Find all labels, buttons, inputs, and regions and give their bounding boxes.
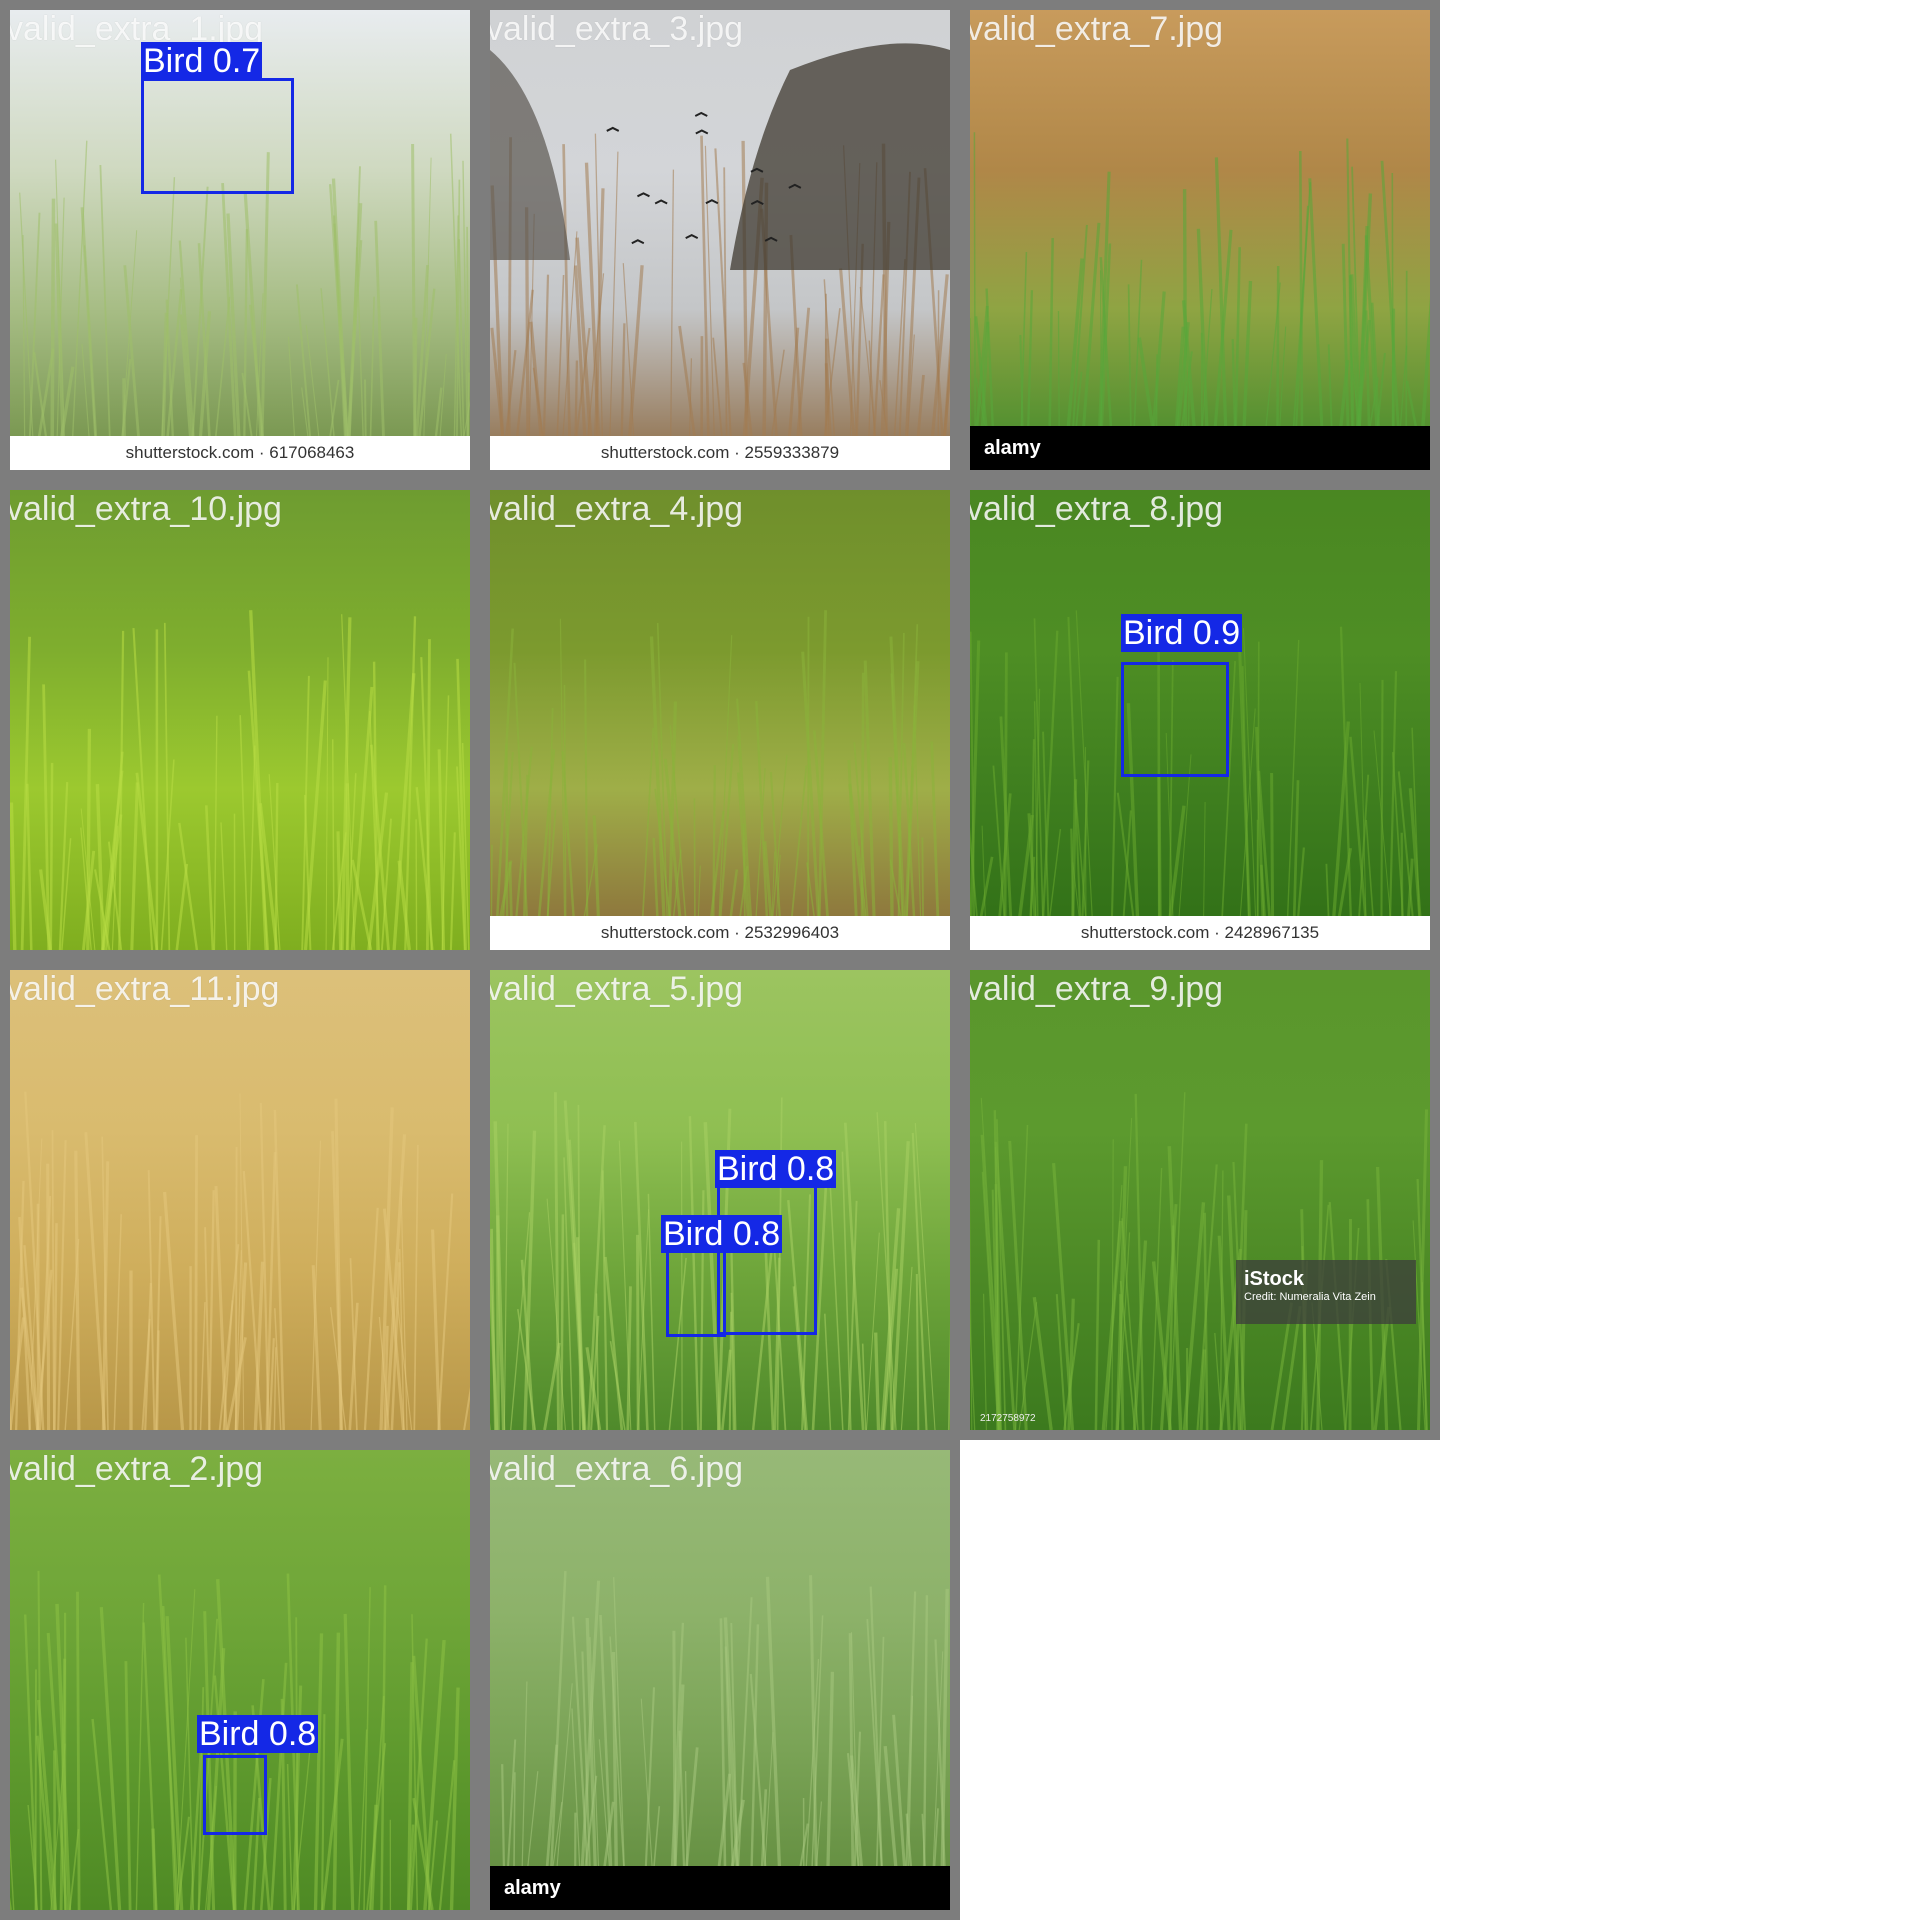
image-filename: valid_extra_5.jpg: [486, 970, 744, 1008]
image-tile: valid_extra_4.jpg shutterstock.com · 2532…: [480, 480, 960, 960]
detection-class: Bird: [1123, 614, 1184, 652]
image-filename: valid_extra_6.jpg: [486, 1450, 744, 1488]
detection-box: [203, 1755, 267, 1835]
image-filename: valid_extra_10.jpg: [6, 490, 282, 528]
shutterstock-watermark: shutterstock.com · 2428967135: [970, 916, 1430, 950]
image-tile: valid_extra_9.jpg iStock Credit: Numeralia…: [960, 960, 1440, 1440]
photo-background: [490, 490, 950, 950]
detection-label: Bird 0.8: [715, 1150, 837, 1188]
photo-background: [10, 1450, 470, 1910]
detection-class: Bird: [199, 1715, 260, 1753]
shutterstock-watermark: shutterstock.com · 2559333879: [490, 436, 950, 470]
detection-class: Bird: [717, 1150, 778, 1188]
detection-label: Bird 0.7: [141, 42, 263, 80]
alamy-logo: alamy: [984, 436, 1041, 459]
istock-credit: Credit: Numeralia Vita Zein: [1244, 1291, 1376, 1303]
detection-label: Bird 0.8: [661, 1215, 783, 1253]
istock-watermark: iStock Credit: Numeralia Vita Zein: [1236, 1260, 1416, 1324]
istock-logo: iStock: [1244, 1268, 1305, 1290]
photo-background: [970, 490, 1430, 950]
image-filename: valid_extra_7.jpg: [966, 10, 1224, 48]
detection-label: Bird 0.8: [197, 1715, 319, 1753]
detection-confidence: 0.9: [1192, 614, 1241, 652]
detection-confidence: 0.8: [786, 1150, 835, 1188]
image-tile: valid_extra_5.jpg Bird 0.8 Bird 0.8: [480, 960, 960, 1440]
image-filename: valid_extra_3.jpg: [486, 10, 744, 48]
image-tile: valid_extra_2.jpg Bird 0.8: [0, 1440, 480, 1920]
photo-background: [490, 970, 950, 1430]
image-filename: valid_extra_1.jpg: [6, 10, 264, 48]
image-tile: valid_extra_10.jpg: [0, 480, 480, 960]
alamy-logo: alamy: [504, 1876, 561, 1899]
photo-background: [10, 490, 470, 950]
detection-box: [141, 78, 294, 194]
detection-box: [717, 1183, 817, 1335]
photo-background: [970, 10, 1430, 470]
image-filename: valid_extra_2.jpg: [6, 1450, 264, 1488]
detection-confidence: 0.8: [732, 1215, 781, 1253]
shutterstock-watermark: shutterstock.com · 2532996403: [490, 916, 950, 950]
detection-label: Bird 0.9: [1121, 614, 1243, 652]
image-filename: valid_extra_8.jpg: [966, 490, 1224, 528]
detection-box: [1121, 662, 1229, 777]
detection-confidence: 0.7: [212, 42, 261, 80]
detection-confidence: 0.8: [268, 1715, 317, 1753]
image-tile: valid_extra_1.jpg shutterstock.com · 6170…: [0, 0, 480, 480]
alamy-watermark: alamy: [970, 426, 1430, 470]
detection-class: Bird: [663, 1215, 724, 1253]
image-filename: valid_extra_11.jpg: [6, 970, 280, 1008]
shutterstock-watermark: shutterstock.com · 617068463: [10, 436, 470, 470]
detection-box: [666, 1241, 726, 1337]
image-tile: valid_extra_11.jpg: [0, 960, 480, 1440]
detection-class: Bird: [143, 42, 204, 80]
photo-background: [490, 10, 950, 470]
stock-id: 2172758972: [980, 1413, 1036, 1424]
photo-background: [490, 1450, 950, 1910]
image-tile: valid_extra_8.jpg shutterstock.com · 2428…: [960, 480, 1440, 960]
image-filename: valid_extra_4.jpg: [486, 490, 744, 528]
photo-background: [10, 970, 470, 1430]
photo-background: [970, 970, 1430, 1430]
image-tile: valid_extra_3.jpg shutterstock.com · 2559…: [480, 0, 960, 480]
image-filename: valid_extra_9.jpg: [966, 970, 1224, 1008]
alamy-watermark: alamy: [490, 1866, 950, 1910]
